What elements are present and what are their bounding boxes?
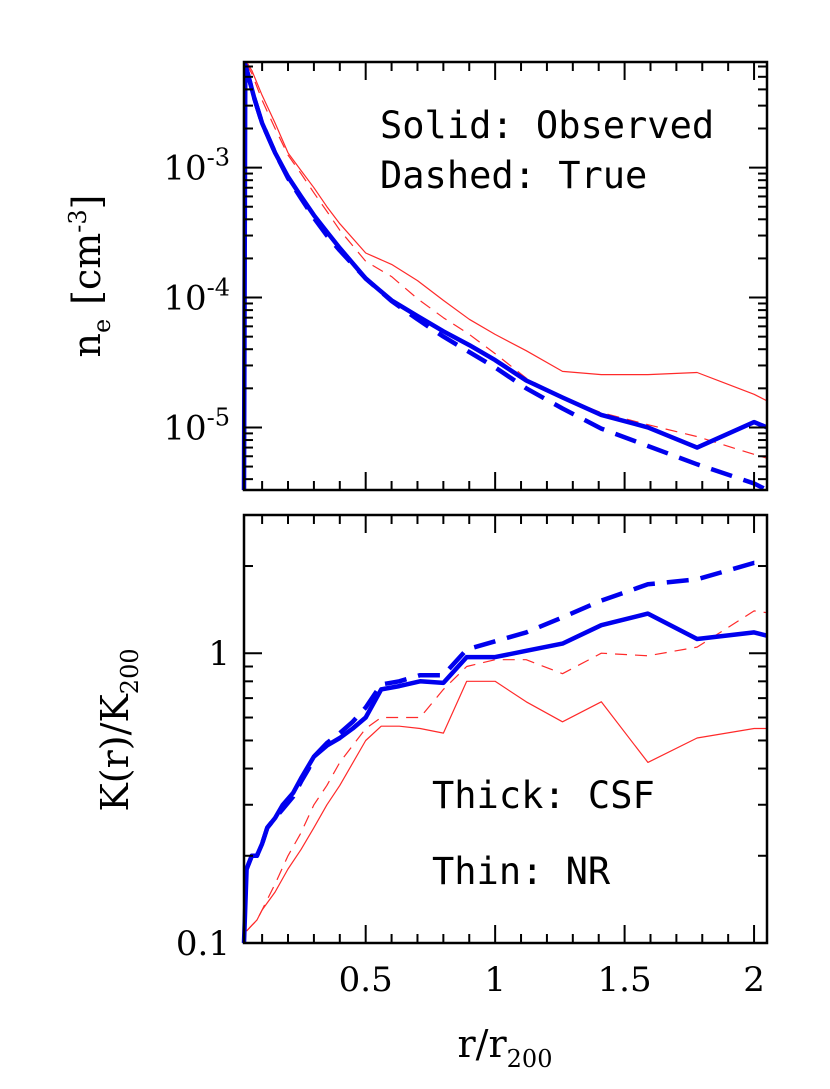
top-ylabel-sub: e bbox=[88, 319, 116, 333]
bottom-annotation-thick: Thick: CSF bbox=[432, 774, 655, 817]
top-ylabel: ne [cm-3] bbox=[64, 194, 116, 357]
top-ytick-label: 10-3 bbox=[163, 144, 230, 189]
bottom-xtick-labels: 0.5 1 1.5 2 bbox=[339, 960, 765, 1000]
bottom-xlabel-sub: 200 bbox=[507, 1045, 553, 1073]
bottom-xlabel: r/r200 bbox=[458, 1022, 553, 1073]
top-ylabel-unit-exp: -3 bbox=[64, 209, 92, 232]
top-series-thick-solid bbox=[241, 62, 768, 491]
svg-text:ne[cm-3]: ne [cm-3] bbox=[64, 194, 116, 357]
bottom-xlabel-main: r/r bbox=[458, 1022, 508, 1066]
top-series-thin-solid bbox=[246, 61, 768, 402]
top-annotation-solid: Solid: Observed bbox=[380, 104, 714, 147]
bottom-plot-frame bbox=[242, 513, 769, 945]
bottom-panel: 0.11 0.5 1 1.5 2 Thick: CSF Thin: NR K(r)/K… bbox=[93, 513, 769, 1073]
top-series-group bbox=[241, 61, 769, 493]
bottom-ylabel-sub: 200 bbox=[116, 648, 144, 694]
top-ylabel-main: n bbox=[65, 333, 109, 357]
top-ytick-label: 10-4 bbox=[163, 274, 230, 319]
bottom-xtick-label: 2 bbox=[743, 960, 765, 1000]
top-plot-frame bbox=[242, 60, 769, 492]
bottom-xtick-label: 1 bbox=[484, 960, 506, 1000]
top-tick-group bbox=[244, 62, 767, 490]
bottom-ylabel-main: K(r)/K bbox=[93, 694, 137, 812]
top-ytick-labels: 10-3 10-4 10-5 bbox=[163, 144, 230, 449]
bottom-xtick-label: 1.5 bbox=[598, 960, 652, 1000]
bottom-ytick-labels: 0.11 bbox=[176, 634, 230, 964]
bottom-series-thin-solid bbox=[246, 680, 767, 932]
top-ylabel-unit-close: ] bbox=[65, 194, 109, 209]
svg-text:K(r)/K200: K(r)/K200 bbox=[93, 648, 144, 811]
bottom-series-thin-dashed bbox=[246, 610, 768, 932]
top-ytick-label: 10-5 bbox=[163, 403, 230, 448]
bottom-ytick-label: 0.1 bbox=[176, 924, 230, 964]
top-annotation-dashed: Dashed: True bbox=[380, 154, 647, 197]
bottom-xtick-label: 0.5 bbox=[339, 960, 393, 1000]
top-panel: 10-3 10-4 10-5 Solid: Observed Dashed: Tru… bbox=[64, 60, 769, 493]
top-ylabel-unit-open: [cm bbox=[65, 233, 109, 305]
bottom-ylabel: K(r)/K200 bbox=[93, 648, 144, 811]
bottom-series-group bbox=[241, 560, 768, 944]
top-series-thin-dashed bbox=[246, 63, 768, 459]
bottom-annotation-thin: Thin: NR bbox=[432, 850, 611, 893]
bottom-series-thick-solid bbox=[241, 611, 768, 944]
bottom-ytick-label: 1 bbox=[208, 634, 230, 674]
